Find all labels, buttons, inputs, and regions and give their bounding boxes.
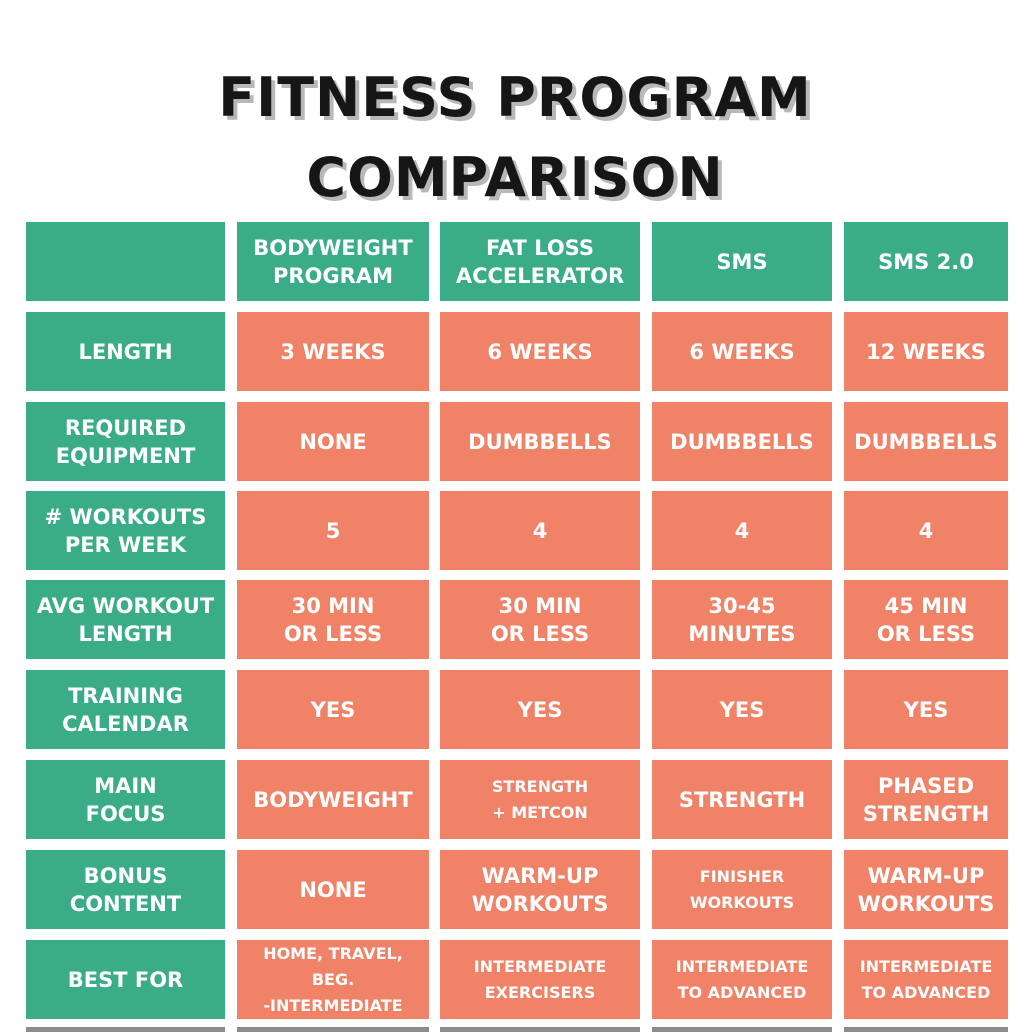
table-cell-text: INTERMEDIATE TO ADVANCED — [675, 956, 809, 1002]
table-cell-text: STRENGTH — [678, 787, 806, 812]
table-cell: NONE — [237, 850, 429, 929]
program-header-3-text: SMS — [716, 249, 768, 274]
row-label: LENGTH — [26, 312, 225, 391]
row-label: BEST FOR — [26, 940, 225, 1019]
table-cell-text: 5 — [325, 518, 341, 543]
program-header-1-text: BODYWEIGHT PROGRAM — [253, 235, 413, 288]
table-cell: NONE — [237, 402, 429, 481]
table-cell-text: 30-45 MINUTES — [688, 593, 796, 646]
table-cell-text: 6 WEEKS — [689, 339, 795, 364]
table-cell: INTERMEDIATE TO ADVANCED — [652, 940, 832, 1019]
table-cell-text: YES — [719, 697, 765, 722]
table-cell: INTERMEDIATE EXERCISERS — [440, 940, 640, 1019]
table-cell: YES — [440, 670, 640, 749]
row-label: BONUS CONTENT — [26, 850, 225, 929]
row-label-text: MAIN FOCUS — [85, 773, 166, 826]
table-cell-text: YES — [310, 697, 356, 722]
table-cell: HOME, TRAVEL, BEG. -INTERMEDIATE — [237, 940, 429, 1019]
table-cell-text: YES — [903, 697, 949, 722]
program-header-1: BODYWEIGHT PROGRAM — [237, 222, 429, 301]
table-cell: 30-45 MINUTES — [652, 580, 832, 659]
table-cell: 4 — [440, 491, 640, 570]
cut-off-row-cell — [26, 1027, 225, 1032]
table-cell: 4 — [652, 491, 832, 570]
table-cell: 3 WEEKS — [237, 312, 429, 391]
program-header-2: FAT LOSS ACCELERATOR — [440, 222, 640, 301]
table-cell-text: HOME, TRAVEL, BEG. -INTERMEDIATE — [263, 943, 403, 1015]
table-cell-text: 30 MIN OR LESS — [283, 593, 383, 646]
row-label: # WORKOUTS PER WEEK — [26, 491, 225, 570]
cut-off-row-cell — [844, 1027, 1008, 1032]
row-label-text: AVG WORKOUT LENGTH — [36, 593, 215, 646]
table-cell: STRENGTH — [652, 760, 832, 839]
table-cell: DUMBBELLS — [652, 402, 832, 481]
page-title-line-2: COMPARISON — [306, 146, 724, 209]
table-cell-text: WARM-UP WORKOUTS — [857, 863, 995, 916]
header-corner-cell — [26, 222, 225, 301]
table-cell: WARM-UP WORKOUTS — [440, 850, 640, 929]
table-cell: YES — [237, 670, 429, 749]
table-cell: 12 WEEKS — [844, 312, 1008, 391]
table-cell-text: STRENGTH + METCON — [491, 776, 589, 822]
table-cell-text: 3 WEEKS — [280, 339, 386, 364]
table-cell-text: 4 — [734, 518, 750, 543]
table-cell: 4 — [844, 491, 1008, 570]
row-label: MAIN FOCUS — [26, 760, 225, 839]
table-cell-text: NONE — [299, 877, 367, 902]
table-cell-text: PHASED STRENGTH — [862, 773, 990, 826]
row-label-text: REQUIRED EQUIPMENT — [55, 415, 196, 468]
table-cell: PHASED STRENGTH — [844, 760, 1008, 839]
table-cell-text: NONE — [299, 429, 367, 454]
table-cell-text: 30 MIN OR LESS — [490, 593, 590, 646]
table-cell: STRENGTH + METCON — [440, 760, 640, 839]
cut-off-row-cell — [652, 1027, 832, 1032]
table-cell-text: 45 MIN OR LESS — [876, 593, 976, 646]
cut-off-row-cell — [237, 1027, 429, 1032]
row-label-text: # WORKOUTS PER WEEK — [44, 504, 207, 557]
program-header-3: SMS — [652, 222, 832, 301]
table-cell: WARM-UP WORKOUTS — [844, 850, 1008, 929]
table-cell: 6 WEEKS — [440, 312, 640, 391]
program-header-4-text: SMS 2.0 — [878, 249, 974, 274]
table-cell-text: 12 WEEKS — [866, 339, 986, 364]
page-title-line-1: FITNESS PROGRAM — [218, 66, 812, 129]
table-cell: INTERMEDIATE TO ADVANCED — [844, 940, 1008, 1019]
program-header-4: SMS 2.0 — [844, 222, 1008, 301]
table-cell-text: INTERMEDIATE TO ADVANCED — [859, 956, 993, 1002]
table-cell: 30 MIN OR LESS — [440, 580, 640, 659]
row-label: AVG WORKOUT LENGTH — [26, 580, 225, 659]
row-label-text: TRAINING CALENDAR — [62, 683, 189, 736]
table-cell-text: FINISHER WORKOUTS — [689, 866, 795, 912]
row-label: TRAINING CALENDAR — [26, 670, 225, 749]
table-cell-text: 6 WEEKS — [487, 339, 593, 364]
table-cell-text: 4 — [918, 518, 934, 543]
table-cell-text: INTERMEDIATE EXERCISERS — [473, 956, 607, 1002]
row-label-text: LENGTH — [78, 339, 173, 364]
table-cell: DUMBBELLS — [844, 402, 1008, 481]
table-cell-text: DUMBBELLS — [468, 429, 612, 454]
table-cell: 6 WEEKS — [652, 312, 832, 391]
table-cell-text: DUMBBELLS — [670, 429, 814, 454]
table-cell: DUMBBELLS — [440, 402, 640, 481]
row-label-text: BEST FOR — [67, 967, 184, 992]
table-cell-text: WARM-UP WORKOUTS — [471, 863, 609, 916]
table-cell: YES — [844, 670, 1008, 749]
program-header-2-text: FAT LOSS ACCELERATOR — [455, 235, 625, 288]
row-label-text: BONUS CONTENT — [69, 863, 182, 916]
table-cell: 30 MIN OR LESS — [237, 580, 429, 659]
cut-off-row-cell — [440, 1027, 640, 1032]
table-cell-text: BODYWEIGHT — [253, 787, 413, 812]
table-cell: 45 MIN OR LESS — [844, 580, 1008, 659]
table-cell: YES — [652, 670, 832, 749]
table-cell-text: DUMBBELLS — [854, 429, 998, 454]
table-cell: BODYWEIGHT — [237, 760, 429, 839]
table-cell: 5 — [237, 491, 429, 570]
table-cell-text: 4 — [532, 518, 548, 543]
table-cell: FINISHER WORKOUTS — [652, 850, 832, 929]
row-label: REQUIRED EQUIPMENT — [26, 402, 225, 481]
table-cell-text: YES — [517, 697, 563, 722]
